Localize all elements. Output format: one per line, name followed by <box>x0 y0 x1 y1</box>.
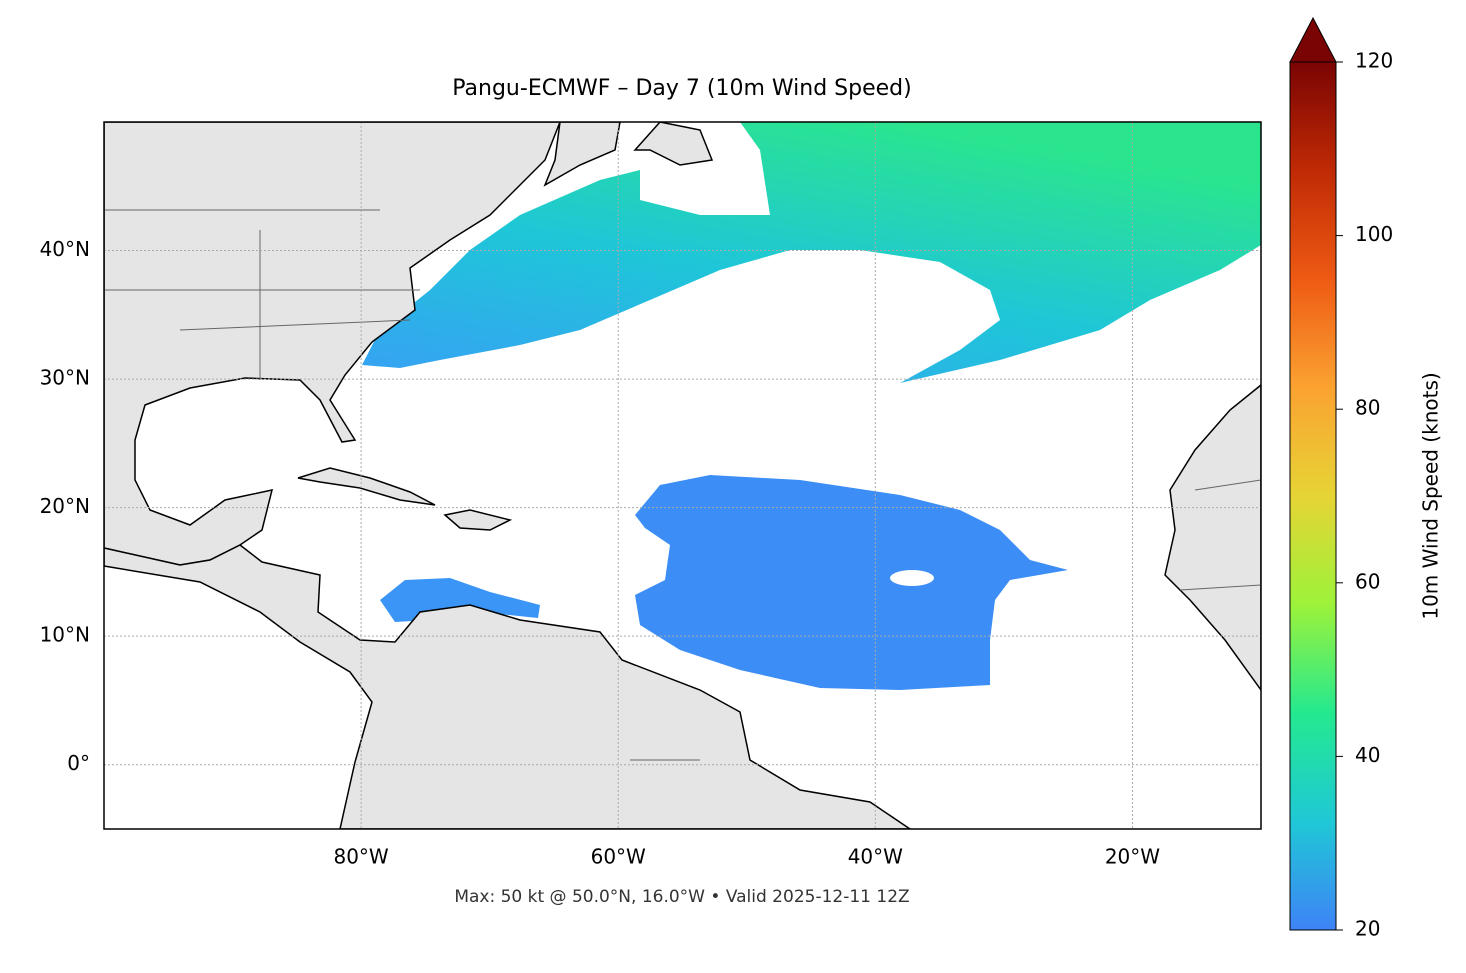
plot-frame <box>103 121 1262 830</box>
colorbar-frame <box>1289 61 1337 931</box>
colorbar-tick-label: 100 <box>1355 222 1393 246</box>
colorbar-label: 10m Wind Speed (knots) <box>1419 372 1443 619</box>
chart-title: Pangu-ECMWF – Day 7 (10m Wind Speed) <box>452 76 911 101</box>
x-tick-label: 80°W <box>333 845 388 869</box>
colorbar-extension <box>1289 16 1337 63</box>
gap <box>890 570 934 586</box>
colorbar-tick-label: 120 <box>1355 49 1393 73</box>
colorbar-tick-label: 60 <box>1355 569 1380 593</box>
land <box>633 122 714 166</box>
colorbar-tick-label: 20 <box>1355 917 1380 941</box>
wind-field <box>380 578 540 622</box>
x-tick-label: 60°W <box>591 845 646 869</box>
y-tick-label: 20°N <box>40 494 90 518</box>
land <box>543 122 621 187</box>
y-tick-label: 30°N <box>40 366 90 390</box>
land <box>443 509 513 531</box>
colorbar <box>1290 62 1336 930</box>
y-tick-label: 10°N <box>40 623 90 647</box>
wind-field <box>635 475 1068 690</box>
colorbar-tick-label: 40 <box>1355 743 1380 767</box>
colorbar-tick-label: 80 <box>1355 396 1380 420</box>
border <box>104 209 1261 761</box>
footnote: Max: 50 kt @ 50.0°N, 16.0°W • Valid 2025… <box>454 887 909 907</box>
map-area <box>104 122 1261 829</box>
wind-field <box>362 122 1261 383</box>
land <box>297 467 436 506</box>
y-tick-label: 0° <box>67 751 90 775</box>
land <box>1164 384 1261 692</box>
x-tick-label: 20°W <box>1105 845 1160 869</box>
land <box>104 544 912 829</box>
y-tick-label: 40°N <box>40 237 90 261</box>
x-tick-label: 40°W <box>848 845 903 869</box>
